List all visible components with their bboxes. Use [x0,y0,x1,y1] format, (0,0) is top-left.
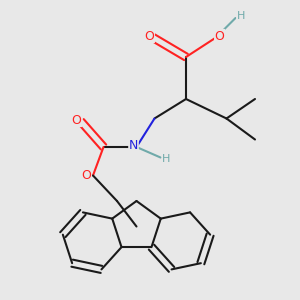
Text: H: H [237,11,245,21]
Text: N: N [129,139,138,152]
Text: O: O [72,113,81,127]
Text: O: O [215,29,224,43]
Text: O: O [145,29,154,43]
Text: H: H [162,154,171,164]
Text: O: O [82,169,91,182]
